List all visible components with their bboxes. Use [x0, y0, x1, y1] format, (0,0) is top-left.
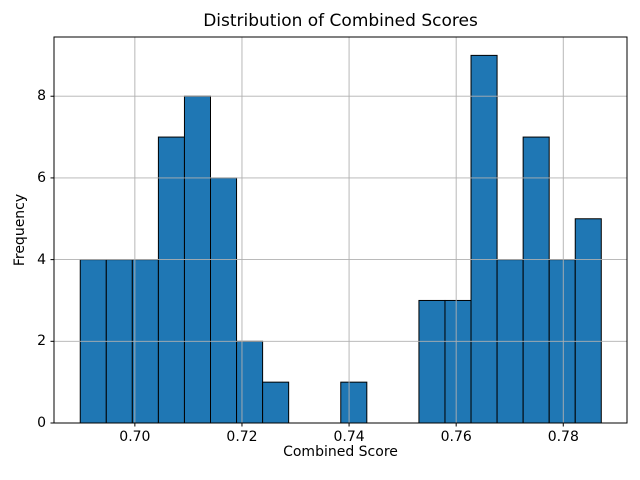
histogram-bar: [210, 177, 238, 424]
histogram-bar: [262, 381, 290, 424]
x-tick-label: 0.78: [547, 429, 579, 445]
y-tick-label: 4: [37, 251, 46, 268]
histogram-bar: [444, 299, 472, 424]
histogram-bar: [340, 381, 368, 424]
histogram-bar: [522, 136, 550, 424]
x-tick-label: 0.76: [440, 429, 472, 445]
x-tick-label: 0.72: [226, 429, 258, 445]
y-tick-label: 2: [37, 333, 46, 350]
x-tick-label: 0.70: [119, 429, 151, 445]
histogram-bar: [418, 299, 446, 424]
histogram-bar: [470, 54, 498, 424]
axes-spines: [53, 36, 628, 424]
y-tick-label: 0: [37, 415, 46, 431]
chart-title: Distribution of Combined Scores: [203, 11, 478, 31]
y-tick-label: 8: [37, 88, 46, 105]
y-tick-label: 6: [37, 169, 46, 186]
histogram-bar: [157, 136, 185, 424]
x-axis-label: Combined Score: [283, 444, 398, 460]
histogram-bar: [574, 218, 602, 424]
histogram-bar: [236, 340, 264, 424]
x-tick-label: 0.74: [333, 429, 365, 445]
